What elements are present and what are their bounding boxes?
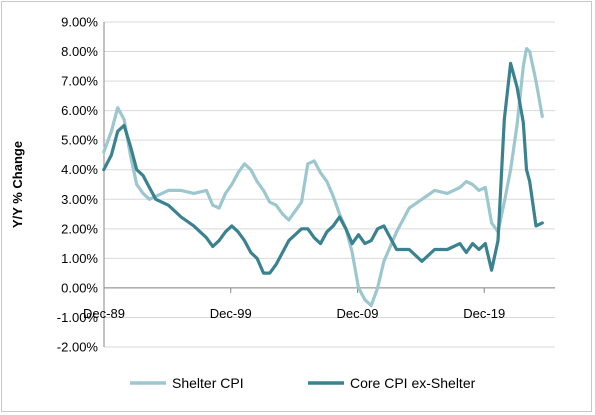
y-tick-label: 1.00% bbox=[61, 251, 98, 266]
y-tick-label: 4.00% bbox=[61, 162, 98, 177]
core-cpi-ex-shelter-line bbox=[102, 61, 544, 275]
y-tick-label: 7.00% bbox=[61, 74, 98, 89]
x-tick-label: Dec-19 bbox=[463, 306, 505, 321]
y-tick-label: 9.00% bbox=[61, 15, 98, 30]
legend: Shelter CPI Core CPI ex-Shelter bbox=[130, 375, 476, 391]
y-tick-label: 3.00% bbox=[61, 192, 98, 207]
x-tick-label: Dec-09 bbox=[337, 306, 379, 321]
y-tick-label: 2.00% bbox=[61, 221, 98, 236]
gridlines bbox=[104, 21, 555, 348]
x-tick-label: Dec-89 bbox=[83, 306, 125, 321]
shelter-cpi-line bbox=[102, 47, 544, 308]
legend-entry-shelter-cpi: Shelter CPI bbox=[130, 375, 244, 391]
series-lines bbox=[102, 47, 544, 308]
legend-label: Core CPI ex-Shelter bbox=[350, 375, 476, 391]
y-tick-label: -1.00% bbox=[57, 310, 99, 325]
y-tick-label: 6.00% bbox=[61, 103, 98, 118]
y-axis-tick-labels: -2.00% -1.00% 0.00% 1.00% 2.00% 3.00% 4.00% 5.0… bbox=[57, 15, 99, 355]
x-axis-tick-labels: Dec-89 Dec-99 Dec-09 Dec-19 bbox=[83, 306, 505, 321]
legend-entry-core-cpi-ex-shelter: Core CPI ex-Shelter bbox=[308, 375, 476, 391]
x-axis-tick-marks bbox=[103, 287, 485, 293]
y-tick-label: 0.00% bbox=[61, 280, 98, 295]
y-tick-label: 8.00% bbox=[61, 44, 98, 59]
y-axis-title: Y/Y % Change bbox=[10, 141, 25, 228]
x-tick-label: Dec-99 bbox=[210, 306, 252, 321]
y-tick-label: 5.00% bbox=[61, 133, 98, 148]
legend-label: Shelter CPI bbox=[172, 375, 244, 391]
y-tick-label: -2.00% bbox=[57, 340, 99, 355]
